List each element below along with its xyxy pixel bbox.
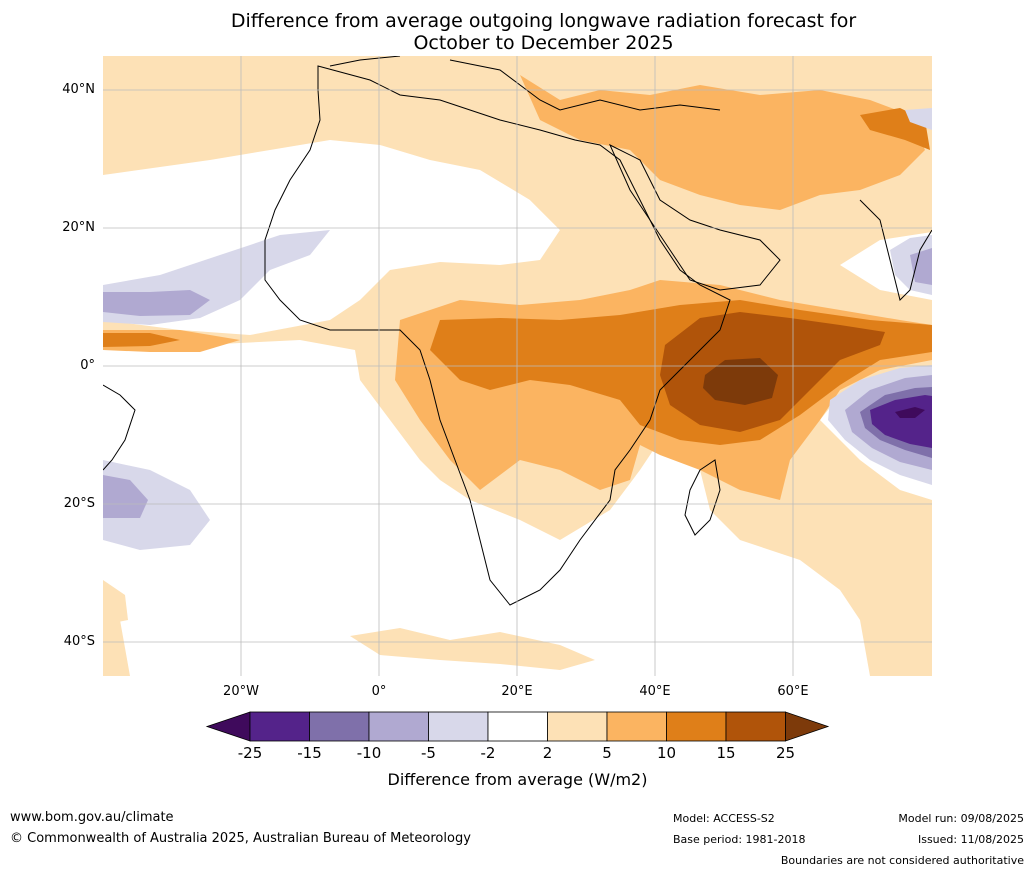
footer-model: Model: ACCESS-S2	[673, 812, 775, 825]
south-america-coast	[103, 384, 136, 471]
title-line-2: October to December 2025	[413, 32, 674, 54]
lon-tick: 40°E	[639, 684, 671, 699]
footer-disclaimer: Boundaries are not considered authoritat…	[780, 854, 1024, 867]
footer-base-period: Base period: 1981-2018	[673, 833, 806, 846]
colorbar-extend-low	[205, 711, 251, 742]
title-line-1: Difference from average outgoing longwav…	[230, 10, 857, 32]
lon-tick: 20°W	[223, 684, 259, 699]
colorbar-title: Difference from average (W/m2)	[387, 770, 648, 789]
colorbar-tick-label: -25	[237, 744, 263, 762]
map-title: Difference from average outgoing longwav…	[0, 10, 1035, 54]
lat-tick: 40°N	[62, 82, 95, 97]
coastlines	[103, 56, 932, 606]
lat-tick: 20°N	[62, 220, 95, 235]
colorbar-tick-label: 10	[656, 744, 677, 762]
lat-tick: 20°S	[63, 496, 95, 511]
colorbar-tick-label: -15	[297, 744, 322, 762]
anomaly-gt-25-indian	[703, 358, 778, 405]
colorbar-segment	[487, 711, 548, 742]
colorbar-segment	[606, 711, 667, 742]
colorbar-segment	[666, 711, 727, 742]
lat-tick: 40°S	[63, 634, 95, 649]
africa-coast	[264, 65, 731, 606]
colorbar-segment	[547, 711, 608, 742]
neutral-zone-atlantic-south	[103, 340, 870, 676]
colorbar-segment	[249, 711, 310, 742]
lon-tick: 0°	[371, 684, 387, 699]
lon-tick: 20°E	[501, 684, 533, 699]
colorbar-segment	[368, 711, 429, 742]
colorbar-segment	[725, 711, 786, 742]
colorbar-tick-label: 15	[716, 744, 736, 762]
india-coast	[859, 199, 932, 301]
madagascar-coast	[684, 459, 721, 536]
lon-tick: 60°E	[777, 684, 809, 699]
anomaly-patch-south-atlantic	[350, 628, 595, 670]
colorbar-tick-label: -2	[480, 744, 496, 762]
colorbar-tick-label: 5	[602, 744, 612, 762]
gridlines	[103, 56, 932, 676]
colorbar-tick-label: 25	[775, 744, 796, 762]
footer-url[interactable]: www.bom.gov.au/climate	[10, 810, 174, 825]
europe-coast	[329, 56, 721, 111]
colorbar-segment	[309, 711, 370, 742]
footer-copyright: © Commonwealth of Australia 2025, Austra…	[10, 831, 471, 846]
colorbar	[205, 711, 830, 742]
colorbar-tick-label: -5	[421, 744, 436, 762]
anomaly-5-10-middle-east	[520, 75, 925, 210]
arabia-coast	[608, 143, 781, 291]
footer-model-run: Model run: 09/08/2025	[898, 812, 1024, 825]
colorbar-segment	[428, 711, 489, 742]
lat-tick: 0°	[80, 358, 95, 373]
colorbar-tick-label: -10	[356, 744, 382, 762]
colorbar-tick-label: 2	[542, 744, 553, 762]
anomaly-10-15-atlantic	[103, 333, 180, 347]
colorbar-extend-high	[785, 711, 830, 742]
footer-issued: Issued: 11/08/2025	[917, 833, 1024, 846]
